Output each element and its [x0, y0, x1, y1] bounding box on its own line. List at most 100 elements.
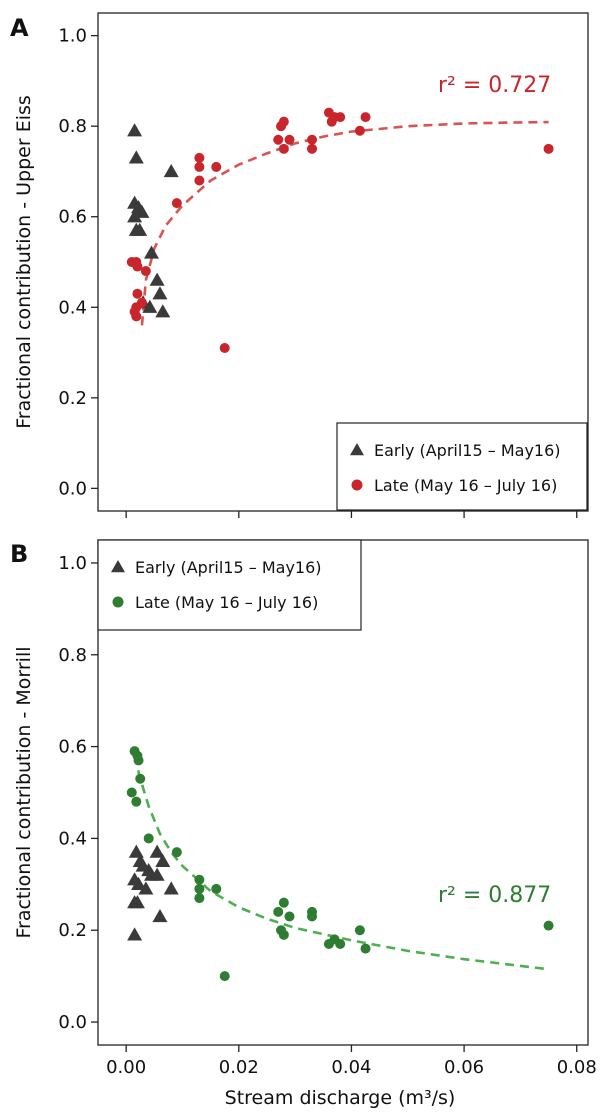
y-tick-label: 0.0 — [58, 1012, 87, 1033]
late-point — [171, 847, 182, 858]
y-tick-label: 0.4 — [58, 828, 87, 849]
early-point — [149, 867, 165, 881]
legend-label-late: Late (May 16 – July 16) — [374, 476, 557, 495]
x-axis-label: Stream discharge (m³/s) — [225, 1087, 456, 1109]
legend: Early (April15 – May16) Late (May 16 – Ju… — [336, 422, 588, 511]
late-point — [360, 943, 371, 954]
late-point — [126, 787, 137, 798]
early-point — [149, 844, 165, 858]
x-tick-label: 0.08 — [557, 1057, 597, 1078]
early-point — [131, 876, 147, 890]
late-point — [194, 883, 205, 894]
legend-box — [97, 539, 362, 631]
early-point — [132, 222, 148, 236]
early-point — [128, 844, 144, 858]
y-axis-label: Fractional contribution - Upper Eiss — [13, 95, 35, 429]
x-tick-label: 0.00 — [106, 1057, 146, 1078]
late-point — [354, 925, 365, 936]
late-point — [219, 971, 230, 982]
late-point — [211, 161, 222, 172]
panel-a: A 0.0 0.2 0.4 0.6 0.8 1.0 Fractional contributi… — [10, 12, 589, 518]
late-point — [211, 883, 222, 894]
late-point — [194, 175, 205, 186]
y-tick-label: 0.0 — [58, 478, 87, 499]
late-point — [307, 143, 318, 154]
legend-marker-early — [111, 560, 125, 573]
late-point — [278, 116, 289, 127]
fit-curve — [140, 120, 549, 326]
early-point — [127, 123, 143, 137]
y-tick-label: 0.6 — [58, 737, 87, 758]
legend-box — [336, 422, 588, 511]
panel-b: B 0.0 0.2 0.4 0.6 0.8 1.0 0.00 0.02 0.04 0.06 0.08 F… — [10, 539, 597, 1078]
late-point — [194, 161, 205, 172]
legend-marker-late — [351, 479, 363, 491]
early-point — [128, 150, 144, 164]
legend-marker-early — [350, 443, 364, 456]
x-tick-label: 0.04 — [331, 1057, 371, 1078]
late-point — [131, 311, 142, 322]
late-point — [140, 266, 151, 277]
y-tick-label: 0.8 — [58, 645, 87, 666]
panel-label: B — [10, 540, 28, 568]
late-point — [284, 911, 295, 922]
early-point — [149, 272, 165, 286]
y-tick-label: 0.2 — [58, 388, 87, 409]
r2-annotation: r² = 0.877 — [438, 883, 551, 908]
legend-label-early: Early (April15 – May16) — [135, 558, 322, 577]
early-point — [127, 209, 143, 223]
late-point — [354, 125, 365, 136]
early-point — [152, 286, 168, 300]
late-point — [143, 833, 154, 844]
early-point — [142, 299, 158, 313]
legend: Early (April15 – May16) Late (May 16 – Ju… — [97, 539, 362, 631]
fit-curve — [133, 755, 549, 971]
late-point — [132, 288, 143, 299]
late-point — [194, 893, 205, 904]
r2-annotation: r² = 0.727 — [438, 73, 551, 98]
y-axis-label: Fractional contribution - Morrill — [13, 646, 35, 938]
y-tick-label: 1.0 — [58, 26, 87, 47]
early-point — [127, 927, 143, 941]
x-tick-label: 0.06 — [444, 1057, 484, 1078]
early-point — [155, 304, 171, 318]
early-point — [155, 853, 171, 867]
late-point — [307, 911, 318, 922]
early-point — [163, 163, 179, 178]
late-point — [307, 134, 318, 145]
late-point — [132, 261, 143, 272]
late-point — [131, 796, 142, 807]
late-point — [543, 920, 554, 931]
y-tick-label: 0.6 — [58, 207, 87, 228]
late-point — [273, 906, 284, 917]
late-point — [194, 874, 205, 885]
legend-marker-late — [112, 596, 124, 608]
late-point — [219, 343, 230, 354]
early-point — [138, 881, 154, 895]
late-point — [360, 112, 371, 123]
late-point — [284, 134, 295, 145]
y-tick-label: 1.0 — [58, 553, 87, 574]
legend-label-early: Early (April15 – May16) — [374, 441, 561, 460]
panel-label: A — [10, 14, 29, 42]
late-point — [335, 939, 346, 949]
late-point — [278, 897, 289, 908]
late-point — [543, 143, 554, 154]
y-tick-label: 0.8 — [58, 116, 87, 137]
early-point — [163, 881, 179, 895]
y-tick-label: 0.4 — [58, 297, 87, 318]
late-point — [171, 198, 182, 209]
x-tick-label: 0.02 — [219, 1057, 259, 1078]
late-point — [135, 773, 146, 784]
late-point — [335, 112, 346, 123]
late-point — [278, 929, 289, 940]
late-point — [273, 134, 284, 145]
early-point — [152, 908, 168, 923]
early-point — [134, 204, 150, 218]
late-point — [133, 755, 144, 766]
y-tick-label: 0.2 — [58, 920, 87, 941]
late-point — [194, 152, 205, 163]
legend-label-late: Late (May 16 – July 16) — [135, 593, 318, 612]
early-point — [144, 245, 160, 259]
